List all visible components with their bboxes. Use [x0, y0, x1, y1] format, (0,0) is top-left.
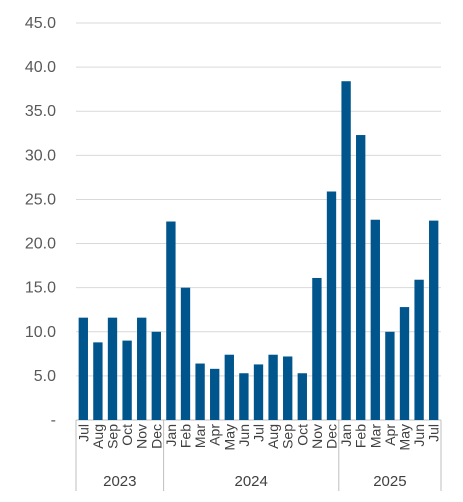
- x-tick-label: Jun: [411, 424, 427, 447]
- y-tick-label: 25.0: [25, 191, 56, 208]
- x-tick-label: Jul: [75, 424, 91, 442]
- bar: [385, 331, 395, 420]
- bar: [137, 317, 147, 420]
- bar: [268, 354, 278, 420]
- x-tick-label: Jul: [251, 424, 267, 442]
- x-tick-label: Sep: [105, 424, 121, 449]
- bar: [122, 340, 132, 420]
- x-tick-label: Oct: [119, 424, 135, 446]
- x-tick-label: May: [221, 424, 237, 450]
- bar: [326, 191, 337, 420]
- x-axis-month-labels: JulAugSepOctNovDecJanFebMarAprMayJunJulA…: [75, 424, 441, 451]
- bar: [166, 221, 176, 420]
- bar: [370, 219, 380, 420]
- y-axis-tick-labels: - 5.0 10.0 15.0 20.0 25.0 30.0 35.0 40.0 45.0: [25, 15, 56, 429]
- bar: [283, 356, 293, 420]
- x-tick-label: Jan: [338, 424, 354, 447]
- bar: [210, 368, 220, 420]
- y-tick-label: 45.0: [25, 15, 56, 32]
- bar: [180, 287, 191, 420]
- bar: [253, 364, 264, 420]
- bar: [312, 277, 322, 420]
- y-tick-label: 15.0: [25, 280, 56, 297]
- x-tick-label: Apr: [207, 424, 223, 446]
- x-tick-label: Feb: [178, 424, 194, 448]
- bar: [107, 317, 118, 420]
- bar: [297, 373, 307, 420]
- x-tick-label: Mar: [192, 424, 208, 448]
- x-tick-label: Feb: [353, 424, 369, 448]
- x-tick-label: Dec: [324, 424, 340, 449]
- x-tick-label: Apr: [382, 424, 398, 446]
- y-tick-label: -: [51, 412, 56, 429]
- bars: [78, 81, 439, 420]
- x-tick-label: Sep: [280, 424, 296, 449]
- bar: [78, 317, 88, 420]
- year-group-separators: [75, 420, 442, 491]
- bar: [341, 81, 351, 420]
- bar: [429, 220, 439, 420]
- bar: [151, 331, 161, 420]
- bar: [239, 373, 249, 420]
- x-tick-label: Oct: [294, 424, 310, 446]
- bar: [356, 135, 366, 420]
- gridlines: [76, 22, 441, 421]
- x-tick-label: Jan: [163, 424, 179, 447]
- y-tick-label: 5.0: [34, 368, 56, 385]
- bar: [93, 342, 103, 420]
- x-tick-label: Mar: [367, 424, 383, 448]
- year-label: 2023: [103, 473, 136, 490]
- x-tick-label: Dec: [148, 424, 164, 449]
- x-tick-label: May: [397, 424, 413, 450]
- year-label: 2025: [373, 473, 406, 490]
- bar: [224, 354, 234, 420]
- y-tick-label: 10.0: [25, 324, 56, 341]
- y-tick-label: 20.0: [25, 236, 56, 253]
- x-tick-label: Nov: [134, 424, 150, 449]
- x-tick-label: Aug: [265, 424, 281, 449]
- y-tick-label: 35.0: [25, 103, 56, 120]
- x-tick-label: Aug: [90, 424, 106, 449]
- bar: [414, 279, 424, 420]
- x-tick-label: Jun: [236, 424, 252, 447]
- x-axis-year-labels: 2023 2024 2025: [103, 473, 406, 490]
- bar: [195, 363, 205, 420]
- bar: [399, 307, 410, 420]
- x-tick-label: Jul: [426, 424, 442, 442]
- y-tick-label: 40.0: [25, 59, 56, 76]
- year-label: 2024: [235, 473, 268, 490]
- y-tick-label: 30.0: [25, 147, 56, 164]
- x-tick-label: Nov: [309, 424, 325, 449]
